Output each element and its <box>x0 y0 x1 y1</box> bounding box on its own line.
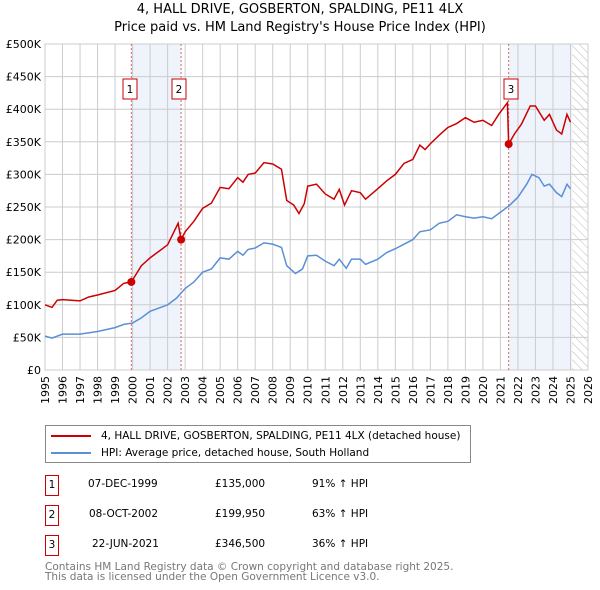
x-tick-label: 1997 <box>74 376 87 404</box>
x-tick-label: 2026 <box>582 376 595 404</box>
sale-row: 2 08-OCT-2002 £199,950 63% ↑ HPI <box>45 505 465 526</box>
sale-hpi-diff: 91% ↑ HPI <box>312 478 369 490</box>
legend-item-hpi: HPI: Average price, detached house, Sout… <box>51 445 369 461</box>
y-tick-label: £200K <box>6 234 42 247</box>
sale-marker-badge: 2 <box>45 505 59 526</box>
sale-label-text: 1 <box>127 84 134 96</box>
sale-label-box <box>122 78 138 100</box>
chart-subtitle: Price paid vs. HM Land Registry's House … <box>114 20 486 35</box>
sale-row: 3 22-JUN-2021 £346,500 36% ↑ HPI <box>45 535 465 556</box>
sale-label-3: 3 <box>503 78 519 100</box>
y-tick-label: £350K <box>6 136 42 149</box>
x-tick-label: 1996 <box>57 376 70 404</box>
legend-swatch <box>51 452 91 454</box>
x-tick-label: 2018 <box>442 376 455 404</box>
plot-frame <box>44 43 589 371</box>
x-tick-label: 1998 <box>92 376 105 404</box>
x-tick-label: 2011 <box>319 376 332 404</box>
y-tick-label: £250K <box>6 201 42 214</box>
legend: 4, HALL DRIVE, GOSBERTON, SPALDING, PE11… <box>45 425 471 463</box>
y-tick-label: £450K <box>6 71 42 84</box>
x-tick-label: 2004 <box>197 376 210 404</box>
hpi-line <box>44 173 572 339</box>
x-tick-label: 2020 <box>477 376 490 404</box>
x-tick-label: 2016 <box>407 376 420 404</box>
x-tick-label: 2012 <box>337 376 350 404</box>
sale-date: 22-JUN-2021 <box>92 538 159 550</box>
sale-date: 07-DEC-1999 <box>88 478 158 490</box>
x-tick-label: 2002 <box>162 376 175 404</box>
sale-point <box>177 235 186 244</box>
sale-point <box>504 140 513 149</box>
x-tick-label: 2003 <box>179 376 192 404</box>
x-tick-label: 2021 <box>494 376 507 404</box>
sale-label-text: 2 <box>176 84 183 96</box>
sale-label-2: 2 <box>171 78 187 100</box>
x-tick-label: 2014 <box>372 376 385 404</box>
footer-copyright: Contains HM Land Registry data © Crown c… <box>45 561 454 573</box>
sale-point <box>127 277 136 286</box>
sale-row: 1 07-DEC-1999 £135,000 91% ↑ HPI <box>45 475 465 496</box>
sale-marker-badge: 1 <box>45 475 59 496</box>
sale-price: £135,000 <box>215 478 266 490</box>
chart-title: 4, HALL DRIVE, GOSBERTON, SPALDING, PE11… <box>136 2 464 17</box>
x-tick-label: 2010 <box>302 376 315 404</box>
footer-licence: This data is licensed under the Open Gov… <box>45 571 380 583</box>
sale-label-text: 3 <box>508 84 515 96</box>
legend-label: 4, HALL DRIVE, GOSBERTON, SPALDING, PE11… <box>101 430 461 442</box>
line-chart: 1995 1996 1997 1998 1999 2000 2001 2002 2003 2004… <box>6 38 595 404</box>
y-tick-label: £0 <box>27 364 41 377</box>
y-tick-label: £50K <box>13 331 42 344</box>
y-tick-label: £150K <box>6 266 42 279</box>
y-tick-label: £400K <box>6 103 42 116</box>
x-tick-label: 2007 <box>249 376 262 404</box>
sale-label-box <box>171 78 187 100</box>
x-tick-label: 2019 <box>459 376 472 404</box>
legend-swatch <box>51 435 91 437</box>
x-tick-label: 2023 <box>529 376 542 404</box>
x-tick-label: 2009 <box>284 376 297 404</box>
sale-date: 08-OCT-2002 <box>89 508 158 520</box>
sale-marker-badge: 3 <box>45 535 59 556</box>
x-tick-label: 2006 <box>232 376 245 404</box>
x-tick-label: 2000 <box>127 376 140 404</box>
x-tick-label: 1999 <box>109 376 122 404</box>
sale-hpi-diff: 36% ↑ HPI <box>312 538 369 550</box>
sale-hpi-diff: 63% ↑ HPI <box>312 508 369 520</box>
sale-price: £199,950 <box>215 508 266 520</box>
x-tick-label: 2017 <box>424 376 437 404</box>
x-tick-label: 2022 <box>512 376 525 404</box>
x-tick-label: 2001 <box>144 376 157 404</box>
y-tick-label: £100K <box>6 299 42 312</box>
legend-item-property: 4, HALL DRIVE, GOSBERTON, SPALDING, PE11… <box>51 428 460 444</box>
footer: Contains HM Land Registry data © Crown c… <box>45 561 454 583</box>
x-tick-label: 2013 <box>354 376 367 404</box>
x-tick-label: 2015 <box>389 376 402 404</box>
sale-price: £346,500 <box>215 538 266 550</box>
x-tick-label: 2008 <box>267 376 280 404</box>
y-tick-label: £300K <box>6 168 42 181</box>
legend-label: HPI: Average price, detached house, Sout… <box>101 447 370 459</box>
x-tick-label: 1995 <box>39 376 52 404</box>
y-tick-label: £500K <box>6 38 42 51</box>
sale-label-box <box>503 78 519 100</box>
sale-label-1: 1 <box>122 78 138 100</box>
x-tick-label: 2024 <box>547 376 560 404</box>
x-tick-label: 2025 <box>564 376 577 404</box>
x-tick-label: 2005 <box>214 376 227 404</box>
price-paid-line <box>44 100 572 309</box>
